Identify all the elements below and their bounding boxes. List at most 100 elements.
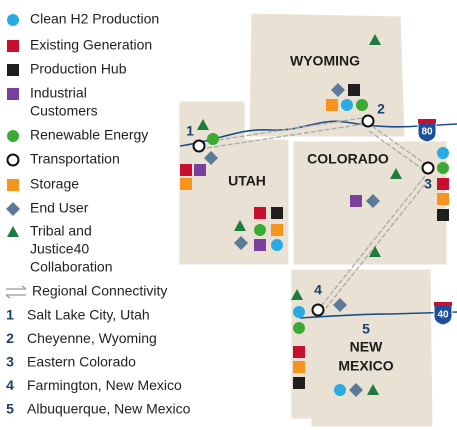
transport-marker xyxy=(421,161,435,175)
square-marker xyxy=(437,193,449,205)
dot-marker xyxy=(293,306,305,318)
interstate-shield xyxy=(433,302,453,326)
square-marker xyxy=(437,209,449,221)
diamond-marker xyxy=(349,383,363,397)
legend-label: End User xyxy=(30,200,89,216)
legend: Clean H2 Production Existing Generation Pr… xyxy=(5,11,191,417)
square-marker xyxy=(180,164,192,176)
square-marker xyxy=(254,239,266,251)
square-marker xyxy=(180,178,192,190)
legend-label: Storage xyxy=(30,176,79,192)
legend-label: Transportation xyxy=(30,151,120,167)
dot-marker xyxy=(254,224,266,236)
state-label: COLORADO xyxy=(307,151,389,167)
dot-marker xyxy=(437,162,449,174)
square-marker xyxy=(293,346,305,358)
square-marker xyxy=(194,164,206,176)
legend-label: Industrial xyxy=(30,85,87,101)
legend-label: Clean H2 Production xyxy=(30,11,159,27)
site-number: 5 xyxy=(6,401,14,417)
transport-marker xyxy=(6,153,20,167)
dot-marker xyxy=(7,14,19,26)
site-number: 4 xyxy=(6,377,14,393)
dot-marker xyxy=(356,99,368,111)
diamond-marker xyxy=(366,194,380,208)
dot-marker xyxy=(334,384,346,396)
triangle-marker xyxy=(369,34,381,45)
site-number: 3 xyxy=(6,354,14,370)
diamond-marker xyxy=(234,236,248,250)
square-marker xyxy=(7,179,19,191)
site-number: 1 xyxy=(6,307,14,323)
site-number: 1 xyxy=(186,123,194,139)
triangle-marker xyxy=(367,384,379,395)
transport-marker xyxy=(361,114,375,128)
triangle-marker xyxy=(7,226,19,237)
site-number: 2 xyxy=(377,101,385,117)
highway xyxy=(179,120,457,147)
legend-label: Collaboration xyxy=(30,259,113,275)
triangle-marker xyxy=(369,246,381,257)
shield-top xyxy=(418,119,436,123)
square-marker xyxy=(437,178,449,190)
state-label: UTAH xyxy=(228,173,266,189)
markers: 1 2 3 4 5 WYOMING UTAH COLORADO NEW MEXICO 80 40 xyxy=(180,34,453,397)
state-label: WYOMING xyxy=(290,53,360,69)
square-marker xyxy=(293,377,305,389)
dot-marker xyxy=(437,147,449,159)
square-marker xyxy=(7,40,19,52)
states xyxy=(176,10,450,430)
site-number: 3 xyxy=(424,176,432,192)
dot-marker xyxy=(293,322,305,334)
legend-label: Tribal and xyxy=(30,223,92,239)
site-name: Salt Lake City, Utah xyxy=(27,307,150,323)
triangle-marker xyxy=(390,168,402,179)
square-marker xyxy=(348,84,360,96)
wyoming xyxy=(246,10,408,140)
triangle-marker xyxy=(197,119,209,130)
interstate-number: 40 xyxy=(437,310,449,321)
site-name: Albuquerque, New Mexico xyxy=(27,401,191,417)
square-marker xyxy=(254,207,266,219)
site-number: 2 xyxy=(6,330,14,346)
legend-label: Production Hub xyxy=(30,61,127,77)
site-name: Eastern Colorado xyxy=(27,354,136,370)
state-label: MEXICO xyxy=(338,358,393,374)
legend-label: Existing Generation xyxy=(30,37,152,53)
legend-label: Regional Connectivity xyxy=(32,283,167,299)
site-name: Cheyenne, Wyoming xyxy=(27,330,157,346)
interstate-number: 80 xyxy=(421,127,433,138)
connectivity xyxy=(204,117,430,309)
triangle-marker xyxy=(291,289,303,300)
site-number: 5 xyxy=(362,321,370,337)
square-marker xyxy=(350,195,362,207)
site-number: 4 xyxy=(314,282,322,298)
diamond-marker xyxy=(6,202,20,216)
square-marker xyxy=(7,88,19,100)
legend-label: Justice40 xyxy=(30,241,89,257)
dot-marker xyxy=(7,130,19,142)
transport-marker xyxy=(192,139,206,153)
diamond-marker xyxy=(204,151,218,165)
interstate-shield xyxy=(417,119,437,143)
dot-marker xyxy=(207,133,219,145)
diamond-marker xyxy=(331,83,345,97)
triangle-marker xyxy=(234,220,246,231)
legend-label: Customers xyxy=(30,103,98,119)
connectivity-icon xyxy=(5,285,27,299)
transport-marker xyxy=(311,303,325,317)
shield-top xyxy=(434,302,452,306)
square-marker xyxy=(271,224,283,236)
square-marker xyxy=(293,361,305,373)
state-label: NEW xyxy=(350,339,383,355)
square-marker xyxy=(326,99,338,111)
diamond-marker xyxy=(333,298,347,312)
square-marker xyxy=(7,64,19,76)
dot-marker xyxy=(341,99,353,111)
legend-label: Renewable Energy xyxy=(30,127,148,143)
site-name: Farmington, New Mexico xyxy=(27,377,182,393)
highway xyxy=(299,311,457,319)
dot-marker xyxy=(271,239,283,251)
square-marker xyxy=(271,207,283,219)
